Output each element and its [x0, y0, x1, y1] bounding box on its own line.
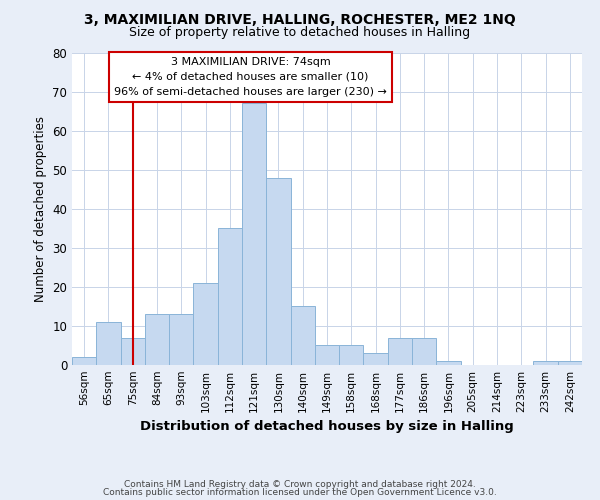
Text: Contains public sector information licensed under the Open Government Licence v3: Contains public sector information licen… — [103, 488, 497, 497]
Bar — [169, 314, 193, 365]
Bar — [290, 306, 315, 365]
Bar — [412, 338, 436, 365]
Bar — [388, 338, 412, 365]
Y-axis label: Number of detached properties: Number of detached properties — [34, 116, 47, 302]
Bar — [364, 354, 388, 365]
Bar — [315, 346, 339, 365]
Bar — [266, 178, 290, 365]
Text: 3 MAXIMILIAN DRIVE: 74sqm
← 4% of detached houses are smaller (10)
96% of semi-d: 3 MAXIMILIAN DRIVE: 74sqm ← 4% of detach… — [114, 57, 387, 97]
Bar — [436, 361, 461, 365]
Bar — [533, 361, 558, 365]
Text: Size of property relative to detached houses in Halling: Size of property relative to detached ho… — [130, 26, 470, 39]
Bar — [558, 361, 582, 365]
Bar — [145, 314, 169, 365]
Text: 3, MAXIMILIAN DRIVE, HALLING, ROCHESTER, ME2 1NQ: 3, MAXIMILIAN DRIVE, HALLING, ROCHESTER,… — [84, 12, 516, 26]
Bar — [72, 357, 96, 365]
Bar — [193, 283, 218, 365]
Bar — [242, 104, 266, 365]
Bar — [121, 338, 145, 365]
Bar — [339, 346, 364, 365]
X-axis label: Distribution of detached houses by size in Halling: Distribution of detached houses by size … — [140, 420, 514, 434]
Bar — [218, 228, 242, 365]
Bar — [96, 322, 121, 365]
Text: Contains HM Land Registry data © Crown copyright and database right 2024.: Contains HM Land Registry data © Crown c… — [124, 480, 476, 489]
